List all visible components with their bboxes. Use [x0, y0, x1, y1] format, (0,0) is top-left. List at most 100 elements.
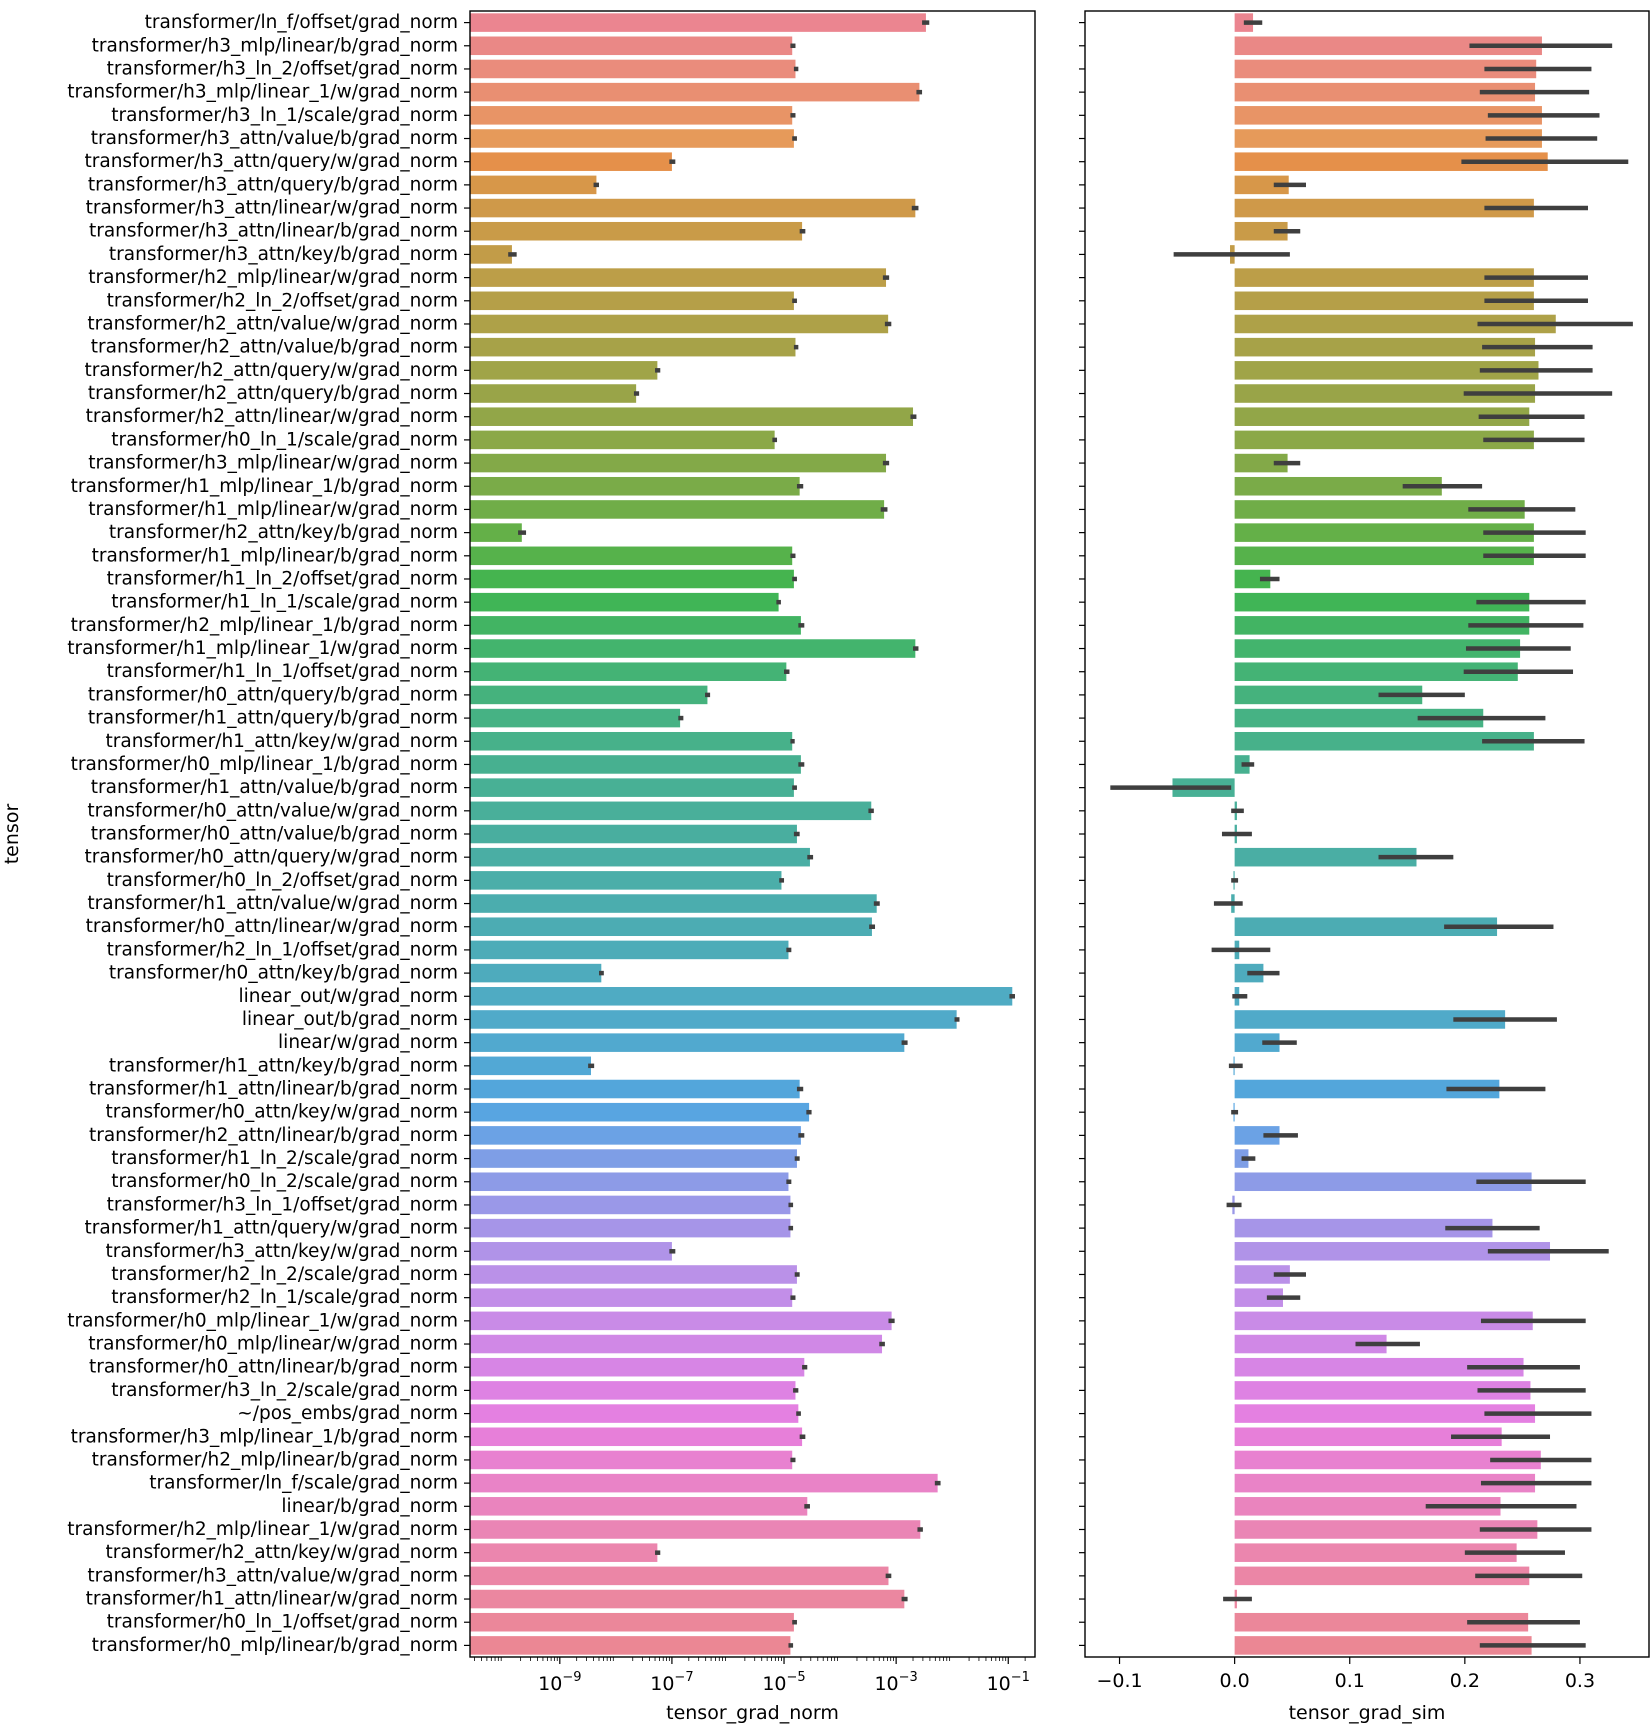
- y-tick-label: transformer/h2_attn/key/b/grad_norm: [109, 522, 458, 543]
- bar-grad-norm: [470, 221, 803, 241]
- y-tick-label: transformer/h3_ln_1/scale/grad_norm: [111, 105, 458, 126]
- bar-grad-norm: [470, 1566, 889, 1586]
- bar-grad-norm: [470, 1334, 883, 1354]
- bar-grad-sim: [1234, 1520, 1538, 1539]
- bar-grad-norm: [470, 1497, 808, 1516]
- x-tick-label-right: 0.2: [1450, 1670, 1480, 1692]
- bar-grad-norm: [470, 268, 887, 287]
- bar-grad-sim: [1234, 546, 1534, 566]
- bar-grad-norm: [470, 361, 658, 380]
- y-tick-label: linear/b/grad_norm: [281, 1496, 458, 1517]
- bar-grad-sim: [1234, 1033, 1280, 1052]
- bar-grad-norm: [470, 500, 885, 519]
- bar-grad-sim: [1234, 592, 1530, 612]
- bar-grad-norm: [470, 987, 1013, 1006]
- bar-grad-sim: [1234, 1126, 1280, 1145]
- bar-grad-norm: [470, 1311, 892, 1331]
- y-tick-label: transformer/h2_ln_2/scale/grad_norm: [111, 1264, 458, 1285]
- y-tick-label: transformer/h0_mlp/linear_1/b/grad_norm: [71, 754, 458, 775]
- y-tick-label: transformer/h1_mlp/linear/w/grad_norm: [88, 499, 458, 520]
- bar-grad-norm: [470, 1357, 805, 1377]
- bar-grad-sim: [1234, 361, 1539, 380]
- y-tick-label: transformer/h0_ln_1/scale/grad_norm: [111, 429, 458, 450]
- y-tick-label: transformer/h0_attn/value/b/grad_norm: [91, 824, 458, 845]
- y-tick-label: transformer/h0_ln_2/scale/grad_norm: [111, 1171, 458, 1192]
- bar-grad-sim: [1234, 59, 1537, 79]
- x-tick-label-right: 0.3: [1565, 1670, 1595, 1692]
- bar-grad-norm: [470, 1102, 810, 1122]
- bar-grad-sim: [1234, 291, 1534, 311]
- bar-grad-norm: [470, 430, 775, 450]
- y-tick-label: transformer/h3_attn/linear/w/grad_norm: [86, 198, 458, 219]
- bar-grad-norm: [470, 871, 782, 890]
- y-tick-label: transformer/h3_mlp/linear/w/grad_norm: [88, 453, 458, 474]
- bar-grad-norm: [470, 1242, 672, 1261]
- bar-grad-sim: [1234, 152, 1548, 171]
- bar-grad-norm: [470, 1288, 793, 1307]
- bar-grad-sim: [1234, 129, 1542, 148]
- bar-grad-norm: [470, 894, 877, 913]
- bar-grad-norm: [470, 1010, 957, 1029]
- bar-grad-sim: [1234, 430, 1534, 450]
- bar-grad-sim: [1234, 476, 1442, 496]
- y-tick-label: transformer/h3_attn/value/w/grad_norm: [87, 1565, 458, 1586]
- y-tick-label: transformer/h2_ln_1/offset/grad_norm: [107, 939, 458, 960]
- y-tick-label: transformer/h1_attn/value/b/grad_norm: [91, 777, 458, 798]
- bar-grad-norm: [470, 129, 794, 148]
- bar-grad-norm: [470, 175, 597, 195]
- y-tick-label: transformer/h0_attn/key/w/grad_norm: [106, 1102, 458, 1123]
- x-tick-label-right: 0.0: [1220, 1670, 1250, 1692]
- bar-grad-norm: [470, 1218, 791, 1238]
- bar-grad-norm: [470, 1149, 797, 1168]
- bar-grad-sim: [1234, 847, 1417, 867]
- y-tick-label: transformer/h3_mlp/linear/b/grad_norm: [92, 35, 458, 56]
- y-tick-label: transformer/h2_attn/query/b/grad_norm: [88, 383, 458, 404]
- bar-grad-sim: [1234, 1450, 1541, 1470]
- bar-grad-sim: [1234, 106, 1542, 125]
- bar-grad-sim: [1234, 1636, 1532, 1655]
- bar-grad-norm: [470, 755, 801, 774]
- bar-grad-norm: [470, 453, 887, 473]
- y-tick-label: transformer/h0_mlp/linear/b/grad_norm: [92, 1635, 458, 1656]
- bar-grad-norm: [470, 36, 793, 56]
- bar-grad-norm: [470, 1126, 801, 1145]
- bar-grad-norm: [470, 778, 794, 797]
- bar-grad-sim: [1234, 407, 1530, 426]
- x-axis-label-right: tensor_grad_sim: [1289, 1702, 1446, 1724]
- y-tick-label: transformer/h1_attn/query/w/grad_norm: [85, 1218, 459, 1239]
- bar-grad-sim: [1234, 1172, 1532, 1192]
- bar-grad-sim: [1234, 731, 1534, 751]
- y-tick-label: linear_out/w/grad_norm: [239, 986, 459, 1007]
- bar-grad-norm: [470, 1636, 791, 1655]
- y-tick-label: transformer/h0_attn/query/w/grad_norm: [85, 847, 459, 868]
- bar-grad-norm: [470, 1265, 797, 1284]
- bar-grad-sim: [1234, 198, 1534, 218]
- y-tick-label: transformer/h1_mlp/linear_1/w/grad_norm: [67, 638, 458, 659]
- y-tick-label: transformer/h0_attn/linear/w/grad_norm: [86, 916, 458, 937]
- y-tick-label: transformer/ln_f/scale/grad_norm: [149, 1473, 458, 1494]
- y-tick-label: transformer/h1_mlp/linear_1/b/grad_norm: [71, 476, 458, 497]
- y-tick-label: transformer/h0_mlp/linear_1/w/grad_norm: [67, 1310, 458, 1331]
- bar-grad-sim: [1234, 1381, 1531, 1400]
- bar-grad-sim: [1234, 1473, 1536, 1493]
- y-tick-label: linear/w/grad_norm: [278, 1032, 458, 1053]
- bar-grad-norm: [470, 59, 796, 79]
- y-tick-label: transformer/h1_ln_1/offset/grad_norm: [107, 661, 458, 682]
- bar-grad-sim: [1234, 1334, 1387, 1354]
- bar-grad-norm: [470, 569, 794, 589]
- y-tick-label: transformer/h2_attn/linear/w/grad_norm: [86, 406, 458, 427]
- y-tick-label: transformer/h2_attn/linear/b/grad_norm: [89, 1125, 458, 1146]
- y-tick-label: transformer/h2_attn/value/w/grad_norm: [87, 313, 458, 334]
- y-tick-label: transformer/h3_attn/query/b/grad_norm: [88, 174, 458, 195]
- bar-grad-sim: [1234, 685, 1423, 705]
- y-tick-label: transformer/h2_attn/value/b/grad_norm: [91, 337, 458, 358]
- bar-grad-sim: [1234, 82, 1536, 102]
- y-tick-label: transformer/h1_ln_2/offset/grad_norm: [107, 568, 458, 589]
- bar-grad-norm: [470, 847, 810, 867]
- y-tick-label: transformer/h2_mlp/linear/w/grad_norm: [88, 267, 458, 288]
- y-tick-label: transformer/h1_attn/linear/w/grad_norm: [86, 1589, 458, 1610]
- bar-grad-norm: [470, 1612, 794, 1632]
- bar-grad-sim: [1234, 36, 1542, 56]
- bar-grad-sim: [1234, 569, 1271, 589]
- bar-grad-norm: [470, 523, 522, 542]
